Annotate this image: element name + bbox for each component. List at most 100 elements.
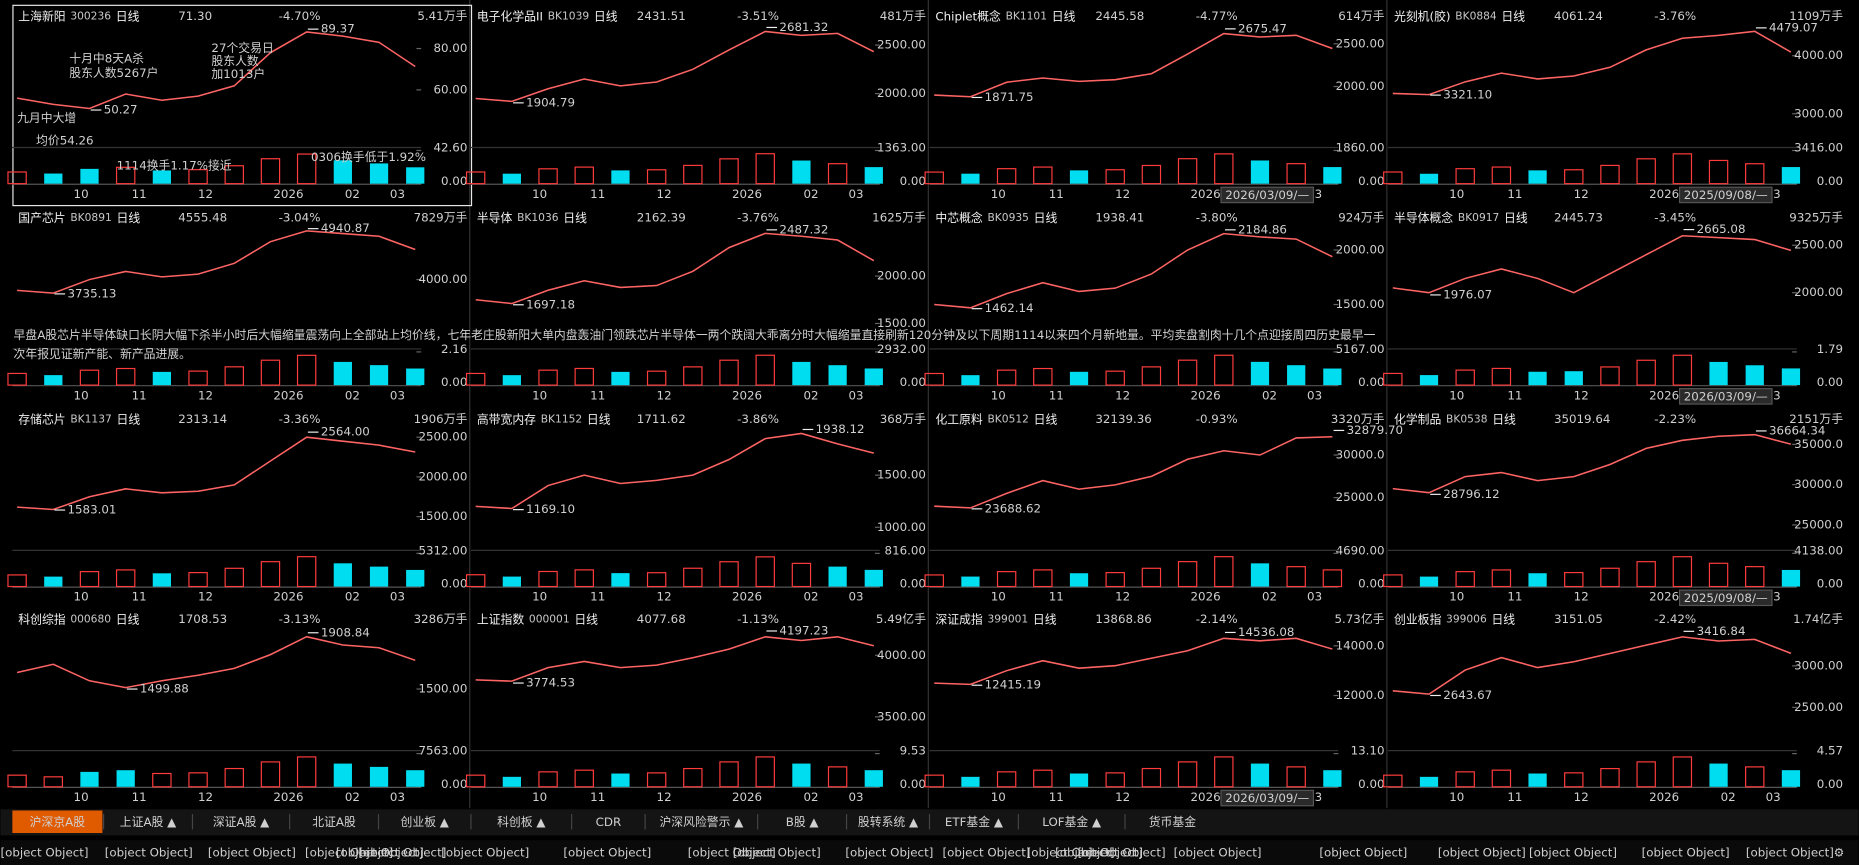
volume-bar — [1600, 164, 1620, 185]
volume-bar — [1322, 569, 1343, 588]
volume-bar — [260, 359, 281, 386]
volume-tick-label: 0.00 — [1358, 375, 1384, 389]
change: -3.13% — [279, 612, 321, 626]
x-tick-label: 2026 — [1649, 590, 1679, 604]
volume-bar — [828, 566, 847, 587]
price-line — [934, 32, 1333, 98]
tab[interactable]: 股转系统 ▲ — [858, 815, 919, 829]
tab[interactable]: LOF基金 ▲ — [1042, 815, 1102, 829]
tab[interactable]: 沪深风险警示 ▲ — [659, 815, 744, 829]
x-tick-label: 2026 — [273, 790, 303, 804]
volume-tick-label: 4138.00 — [1794, 543, 1843, 557]
period: 日线 — [1034, 211, 1058, 225]
volume-bar — [1105, 370, 1125, 386]
price-line — [16, 635, 416, 689]
tab[interactable]: 科创板 ▲ — [497, 815, 546, 829]
stock-panel[interactable]: 光刻机(胶) BK0884 日线 4061.24 -3.76% 1109万手 4000.00… — [1383, 9, 1844, 204]
date-box-bg — [1678, 186, 1773, 204]
period: 日线 — [1033, 612, 1057, 626]
volume-bar — [1455, 771, 1475, 788]
settings-icon[interactable]: ⚙ — [1834, 846, 1845, 860]
annotation: 0306换手低于1.92% — [311, 150, 426, 164]
tab[interactable]: 货币基金 — [1149, 815, 1196, 829]
panel-header: 上证指数 000001 日线 — [477, 612, 598, 626]
volume-bar — [538, 369, 558, 386]
high-label: 36664.34 — [1769, 423, 1825, 437]
price: 1708.53 — [178, 612, 227, 626]
tab[interactable]: 北证A股 — [312, 815, 356, 829]
stock-panel[interactable]: 上海新阳 300236 日线 71.30 -4.70% 5.41万手 80.00 60.00 4… — [7, 9, 468, 201]
stock-panel[interactable]: 存储芯片 BK1137 日线 2313.14 -3.36% 1906万手 2500.00 20… — [7, 412, 468, 604]
stock-panel[interactable]: 高带宽内存 BK1152 日线 1711.62 -3.86% 368万手 1500.00 10… — [465, 412, 927, 604]
x-tick-label: 2026 — [1191, 388, 1221, 402]
stock-panel[interactable]: 中芯概念 BK0935 日线 1938.41 -3.80% 924万手 2000.00 150… — [924, 211, 1385, 403]
tab[interactable]: B股 ▲ — [786, 815, 820, 829]
x-tick-label: 10 — [991, 790, 1006, 804]
tab[interactable]: 沪深京A股 — [30, 815, 86, 829]
volume-bar — [79, 369, 100, 386]
volume-bar — [115, 367, 136, 386]
volume-bar — [827, 163, 848, 185]
period: 日线 — [116, 612, 140, 626]
tab[interactable]: ETF基金 ▲ — [945, 815, 1004, 829]
stock-panel[interactable]: 半导体概念 BK0917 日线 2445.73 -3.45% 9325万手 2500.00 2… — [1383, 211, 1844, 405]
x-tick-label: 11 — [1049, 790, 1064, 804]
volume-tick-label: 0.00 — [441, 777, 467, 791]
volume: 481万手 — [880, 9, 926, 23]
stock-panel[interactable]: 化工原料 BK0512 日线 32139.36 -0.93% 3320万手 30000.0 2… — [924, 412, 1403, 604]
stock-panel[interactable]: 上证指数 000001 日线 4077.68 -1.13% 5.49亿手 4000.00 35… — [465, 612, 927, 804]
volume-bar — [224, 767, 244, 788]
change: -3.45% — [1654, 211, 1696, 225]
volume-tick-label: 2932.00 — [877, 342, 926, 356]
stock-panel[interactable]: Chiplet概念 BK1101 日线 2445.58 -4.77% 614万手 2500.… — [924, 9, 1385, 204]
stock-panel[interactable]: 深证成指 399001 日线 13868.86 -2.14% 5.73亿手 14000.0 1… — [924, 612, 1385, 807]
period: 日线 — [117, 211, 141, 225]
stock-panel[interactable]: 科创综指 000680 日线 1708.53 -3.13% 3286万手 1500.00 75… — [7, 612, 468, 804]
panel-header: 上海新阳 300236 日线 — [18, 9, 139, 23]
volume-bar — [406, 770, 425, 787]
volume-bar — [1600, 767, 1620, 788]
price: 32139.36 — [1095, 412, 1151, 426]
x-tick-label: 03 — [849, 590, 864, 604]
price: 1938.41 — [1095, 211, 1144, 225]
volume-bar — [152, 772, 172, 788]
x-tick-label: 10 — [991, 187, 1006, 201]
volume: 5.49亿手 — [876, 612, 926, 626]
volume-tick-label: 0.00 — [900, 577, 926, 591]
volume-bar — [1745, 365, 1764, 386]
y-tick-label: 4000.00 — [418, 272, 467, 286]
volume-bar — [465, 171, 486, 185]
volume-bar — [1491, 769, 1512, 788]
tab[interactable]: 深证A股 ▲ — [213, 815, 270, 829]
x-tick-label: 11 — [1507, 388, 1522, 402]
selected-panel-frame — [12, 4, 473, 207]
x-tick-label: 11 — [1049, 590, 1064, 604]
volume-bar — [296, 556, 317, 588]
volume-bar — [755, 153, 775, 185]
tab[interactable]: 创业板 ▲ — [401, 815, 450, 829]
stock-panel[interactable]: 电子化学品II BK1039 日线 2431.51 -3.51% 481万手 2500.00… — [465, 9, 927, 201]
x-tick-label: 11 — [590, 790, 605, 804]
volume-bar — [1323, 770, 1342, 787]
volume-tick-label: 3416.00 — [1794, 141, 1843, 155]
status-item: [object Object] — [1319, 846, 1407, 860]
y-tick-label: 1500.00 — [418, 682, 467, 696]
tab[interactable]: CDR — [596, 815, 622, 829]
stock-panel[interactable]: 创业板指 399006 日线 3151.05 -2.42% 1.74亿手 3000.00 25… — [1383, 612, 1844, 804]
annotation: 十月中8天A杀 — [69, 52, 144, 66]
stock-panel[interactable]: 国产芯片 BK0891 日线 4555.48 -3.04% 7829万手 4000.00 2.… — [7, 211, 468, 403]
volume-bar — [1287, 365, 1306, 386]
high-label: 4479.07 — [1769, 20, 1818, 34]
tab[interactable]: 上证A股 ▲ — [120, 815, 177, 829]
stock-panel[interactable]: 化学制品 BK0538 日线 35019.64 -2.23% 2151万手35000.03… — [1383, 412, 1844, 607]
status-item: [object Object] — [563, 846, 651, 860]
x-tick-label: 2026 — [273, 187, 303, 201]
volume: 2151万手 — [1789, 412, 1843, 426]
volume-bar — [792, 763, 811, 787]
panel-header: 创业板指 399006 日线 — [1394, 612, 1515, 626]
annotation: 九月中大增 — [17, 111, 76, 125]
high-label: 2487.32 — [779, 222, 828, 236]
change: -3.76% — [737, 211, 779, 225]
stock-panel[interactable]: 半导体 BK1036 日线 2162.39 -3.76% 1625万手 2000.00 150… — [465, 211, 927, 403]
